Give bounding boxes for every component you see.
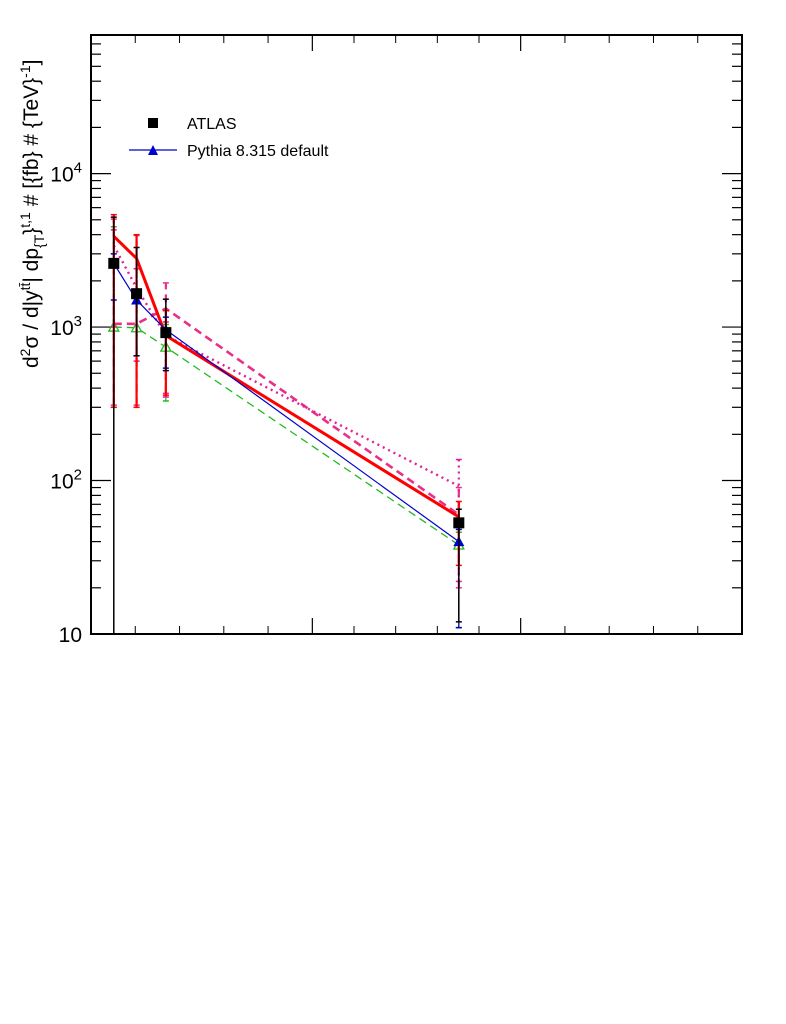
legend-triangle-marker-icon bbox=[148, 145, 158, 155]
data-point-square bbox=[108, 257, 120, 269]
series-2 bbox=[110, 213, 462, 567]
y-tick-label: 10 bbox=[59, 624, 82, 647]
series-line bbox=[113, 263, 460, 543]
series-line bbox=[112, 244, 460, 488]
legend-entry-pythia: Pythia 8.315 default bbox=[129, 143, 329, 160]
axis-ticks bbox=[90, 34, 743, 635]
series-0 bbox=[108, 216, 465, 634]
data-point-square bbox=[160, 327, 172, 339]
series-layer bbox=[107, 213, 465, 634]
series-3 bbox=[107, 226, 465, 629]
legend-square-marker-icon bbox=[148, 118, 158, 128]
series-line bbox=[112, 235, 460, 519]
series-line bbox=[113, 326, 460, 546]
data-point-square bbox=[131, 288, 143, 300]
legend-label: Pythia 8.315 default bbox=[187, 143, 329, 160]
legend-entry-atlas: ATLAS bbox=[148, 116, 237, 133]
y-tick-label: 102 bbox=[50, 467, 82, 494]
series-1 bbox=[108, 253, 465, 629]
series-line bbox=[113, 307, 460, 516]
y-tick-label: 104 bbox=[50, 160, 82, 187]
y-axis-title: d2σ / d|ytt̄| dp{T}t,1 # [{fb} # {TeV}-1… bbox=[17, 60, 47, 368]
plot-frame bbox=[90, 34, 743, 635]
data-point-square bbox=[453, 517, 465, 529]
legend-label: ATLAS bbox=[187, 116, 237, 133]
legend: ATLAS Pythia 8.315 default bbox=[129, 116, 329, 160]
y-tick-labels: 10 102 103 104 bbox=[50, 160, 82, 647]
y-tick-label: 103 bbox=[50, 313, 82, 340]
series-4 bbox=[110, 218, 462, 589]
